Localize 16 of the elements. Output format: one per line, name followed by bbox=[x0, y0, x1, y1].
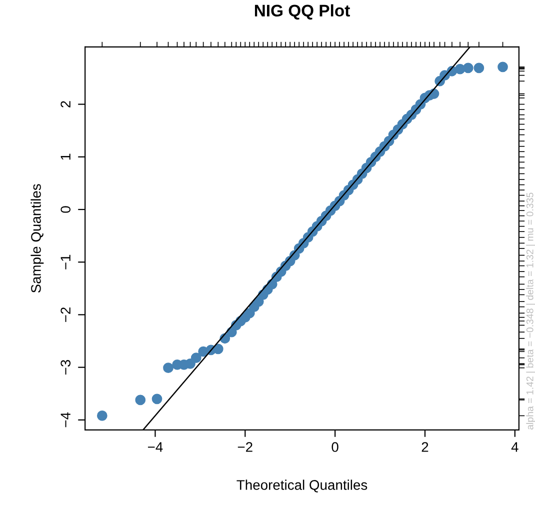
x-tick-label: 4 bbox=[511, 442, 518, 452]
y-tick-label: 2 bbox=[60, 101, 70, 108]
chart-title: NIG QQ Plot bbox=[254, 4, 350, 20]
x-tick-label: −4 bbox=[148, 442, 163, 452]
x-axis-title: Theoretical Quantiles bbox=[236, 480, 368, 492]
y-tick-label: −4 bbox=[60, 412, 70, 428]
x-tick-label: 2 bbox=[422, 442, 428, 452]
y-tick-label: 1 bbox=[60, 154, 70, 160]
y-axis-title: Sample Quantiles bbox=[30, 184, 44, 293]
y-tick-label: −1 bbox=[60, 254, 70, 270]
y-tick-label: −2 bbox=[60, 307, 70, 322]
x-tick-label: 0 bbox=[332, 442, 338, 452]
y-tick-label: 0 bbox=[60, 206, 71, 213]
text: alpha = 1.42 | beta = −0.348 | delta = 1.32 | mu = 0.335 bbox=[526, 192, 535, 430]
x-tick-label: −2 bbox=[238, 442, 252, 452]
y-tick-label: −3 bbox=[60, 360, 71, 375]
